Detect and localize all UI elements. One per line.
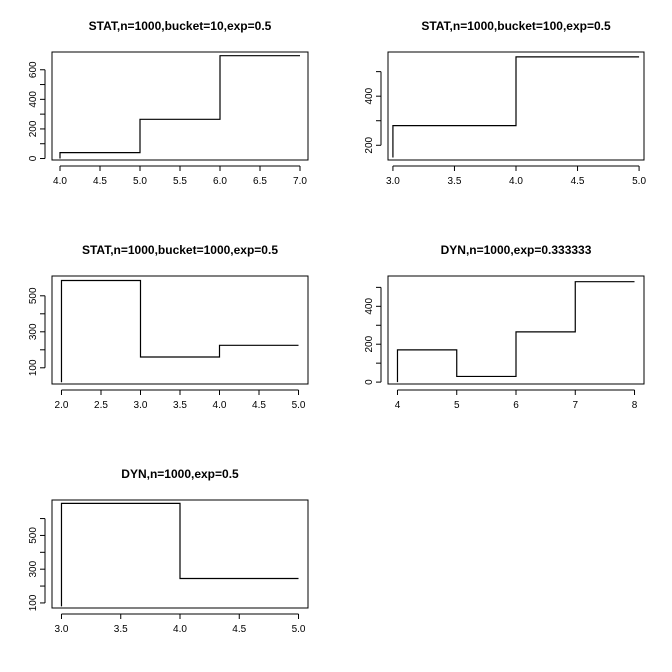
x-tick-label: 6.0 (213, 176, 227, 187)
chart-title: STAT,n=1000,bucket=10,exp=0.5 (89, 19, 272, 33)
x-tick-label: 5.0 (292, 400, 306, 411)
x-tick-label: 4 (395, 400, 401, 411)
plot-frame (387, 275, 645, 385)
x-tick-label: 7.0 (293, 176, 307, 187)
x-tick-label: 3.5 (448, 176, 462, 187)
y-tick-label: 100 (28, 594, 39, 611)
x-tick-label: 4.5 (232, 624, 246, 635)
x-tick-label: 7 (572, 400, 578, 411)
step-series-line (60, 502, 299, 607)
x-tick-label: 5.5 (173, 176, 187, 187)
y-tick-label: 400 (364, 87, 375, 104)
y-tick-label: 300 (28, 323, 39, 340)
plot-frame (387, 51, 645, 161)
chart-title: DYN,n=1000,exp=0.5 (121, 467, 239, 481)
step-series-line (396, 281, 635, 383)
panel-2: STAT,n=1000,bucket=100,exp=0.5 3.0 3.5 4.0 4… (364, 19, 646, 187)
x-tick-label: 6.5 (253, 176, 267, 187)
x-tick-label: 5.0 (632, 176, 646, 187)
x-tick-label: 4.5 (252, 400, 266, 411)
y-tick-label: 200 (364, 136, 375, 153)
y-tick-label: 0 (364, 379, 375, 385)
panel-1: STAT,n=1000,bucket=10,exp=0.5 4.0 4.5 5.0 5.… (28, 19, 309, 187)
x-tick-label: 4.0 (509, 176, 523, 187)
plot-frame (51, 51, 309, 161)
x-tick-label: 3.5 (173, 400, 187, 411)
x-tick-label: 4.5 (571, 176, 585, 187)
y-tick-label: 400 (28, 91, 39, 108)
chart-title: DYN,n=1000,exp=0.333333 (441, 243, 592, 257)
x-tick-label: 3.5 (114, 624, 128, 635)
plot-frame (51, 275, 309, 385)
y-tick-label: 200 (28, 120, 39, 137)
panel-4: DYN,n=1000,exp=0.333333 4 5 6 7 8 0 200 400 (364, 243, 645, 411)
x-tick-label: 3.0 (134, 400, 148, 411)
y-tick-label: 500 (28, 527, 39, 544)
y-tick-label: 600 (28, 61, 39, 78)
x-tick-label: 8 (632, 400, 638, 411)
x-tick-label: 3.0 (55, 624, 69, 635)
panel-5: DYN,n=1000,exp=0.5 3.0 3.5 4.0 4.5 5.0 100 300 5… (28, 467, 309, 635)
y-tick-label: 300 (28, 560, 39, 577)
chart-title: STAT,n=1000,bucket=1000,exp=0.5 (82, 243, 278, 257)
x-tick-label: 2.5 (94, 400, 108, 411)
y-tick-label: 500 (28, 287, 39, 304)
x-tick-label: 4.5 (93, 176, 107, 187)
step-series-line (60, 279, 299, 383)
x-tick-label: 3.0 (386, 176, 400, 187)
chart-title: STAT,n=1000,bucket=100,exp=0.5 (421, 19, 611, 33)
y-tick-label: 400 (364, 298, 375, 315)
x-tick-label: 5.0 (133, 176, 147, 187)
x-tick-label: 5.0 (292, 624, 306, 635)
y-tick-label: 0 (28, 155, 39, 161)
x-tick-label: 6 (513, 400, 519, 411)
x-tick-label: 4.0 (173, 624, 187, 635)
y-tick-label: 100 (28, 359, 39, 376)
x-tick-label: 4.0 (53, 176, 67, 187)
x-tick-label: 5 (454, 400, 460, 411)
panel-3: STAT,n=1000,bucket=1000,exp=0.5 2.0 2.5 3.0… (28, 243, 309, 411)
y-tick-label: 200 (364, 335, 375, 352)
plot-frame (51, 499, 309, 609)
step-series-line (392, 56, 640, 158)
step-series-line (59, 55, 300, 159)
x-tick-label: 2.0 (55, 400, 69, 411)
x-tick-label: 4.0 (213, 400, 227, 411)
